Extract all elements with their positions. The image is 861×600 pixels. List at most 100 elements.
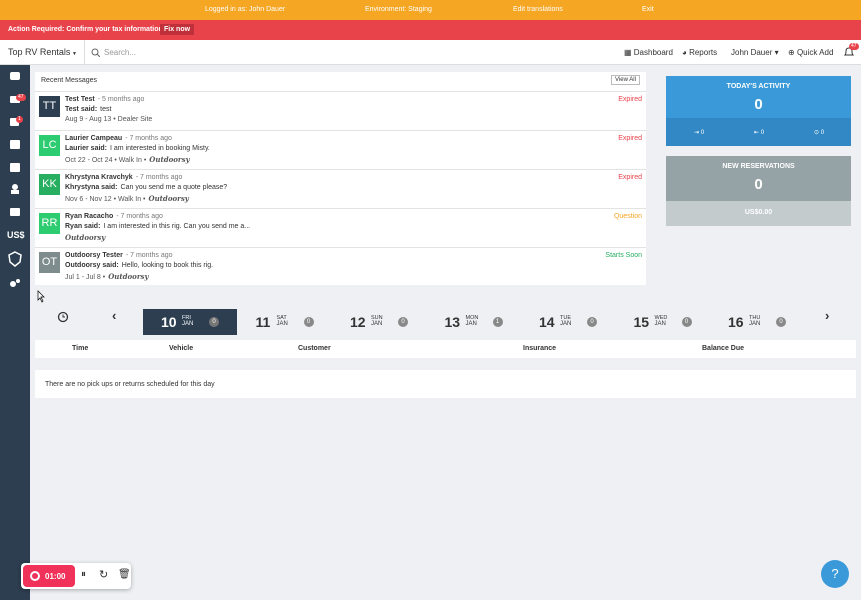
nav-bar: Top RV Rentals ▼ Search... ▦ Dashboard ◕… bbox=[0, 40, 861, 65]
exit[interactable]: Exit bbox=[642, 6, 654, 13]
message-row[interactable]: OT Outdoorsy Tester - 7 months ago Starts S… bbox=[35, 247, 646, 286]
message-row[interactable]: KK Khrystyna Kravchyk - 7 months ago Expire… bbox=[35, 169, 646, 208]
weekday: SUN bbox=[371, 315, 383, 321]
returns-count: 0 bbox=[760, 130, 765, 136]
day-tab[interactable]: 12 SUN JAN 0 bbox=[332, 309, 426, 335]
day-count: 0 bbox=[587, 317, 597, 327]
column-header: Insurance bbox=[523, 345, 557, 352]
currency[interactable]: US$ bbox=[7, 230, 25, 240]
message-text: Khrystyna said: Can you send me a quote p… bbox=[65, 184, 227, 191]
day-tab[interactable]: 11 SAT JAN 0 bbox=[238, 309, 332, 335]
user-menu[interactable]: John Dauer ▾ bbox=[731, 48, 779, 57]
returns[interactable]: ⇤ 0 bbox=[754, 130, 765, 136]
new-reservations: NEW RESERVATIONS 0 US$0.00 bbox=[666, 156, 851, 226]
day-number: 13 bbox=[444, 314, 461, 330]
message-text: Ryan said: I am interested in this rig. C… bbox=[65, 223, 250, 230]
said-label: Test said: bbox=[65, 106, 98, 113]
message-time: - 7 months ago bbox=[125, 252, 173, 259]
search-input[interactable]: Search... bbox=[104, 48, 137, 57]
today-activity: TODAY'S ACTIVITY 0 ⇥ 0 ⇤ 0 ⊙ 0 bbox=[666, 76, 851, 146]
message-time: - 7 months ago bbox=[125, 135, 172, 142]
message-text: Test said: test bbox=[65, 106, 111, 113]
next-day[interactable]: › bbox=[825, 308, 830, 323]
said-label: Outdoorsy said: bbox=[65, 262, 119, 269]
prev-day[interactable]: ‹ bbox=[112, 308, 117, 323]
said-label: Ryan said: bbox=[65, 223, 101, 230]
message-row[interactable]: RR Ryan Racacho - 7 months ago Question Ryan… bbox=[35, 208, 646, 247]
alert-bar: Action Required: Confirm your tax inform… bbox=[0, 20, 861, 40]
day-tab[interactable]: 14 TUE JAN 0 bbox=[521, 309, 615, 335]
top-bar: Logged in as: John Dauer Environment: St… bbox=[0, 0, 861, 20]
said-text: I am interested in this rig. Can you sen… bbox=[103, 223, 251, 230]
other[interactable]: ⊙ 0 bbox=[814, 130, 825, 136]
reports-label: Reports bbox=[689, 48, 718, 57]
day-tab[interactable]: 10 FRI JAN 0 bbox=[143, 309, 237, 335]
day-number: 11 bbox=[255, 314, 271, 330]
day-count: 1 bbox=[492, 317, 503, 327]
reports-link[interactable]: ◕ Reports bbox=[682, 48, 718, 57]
fix-now[interactable]: Fix now bbox=[160, 24, 195, 35]
message-header: Test Test - 5 months ago bbox=[65, 96, 144, 103]
message-header: Outdoorsy Tester - 7 months ago bbox=[65, 252, 173, 259]
day-tab[interactable]: 16 THU JAN 0 bbox=[710, 309, 804, 335]
booking-dates: Jul 1 - Jul 8 • bbox=[65, 274, 106, 281]
user-name: John Dauer bbox=[731, 48, 773, 57]
other-count: 0 bbox=[820, 130, 825, 136]
alert-message: Action Required: Confirm your tax inform… bbox=[8, 26, 163, 33]
search-icon bbox=[91, 48, 100, 57]
quick-add[interactable]: ⊕ Quick Add bbox=[788, 48, 834, 57]
weekday: THU bbox=[749, 315, 761, 321]
help-button[interactable]: ? bbox=[821, 560, 849, 588]
day-tab[interactable]: 13 MON JAN 1 bbox=[427, 309, 521, 335]
message-status: Expired bbox=[618, 96, 642, 103]
edit-translations[interactable]: Edit translations bbox=[513, 6, 563, 13]
restart[interactable]: ↻ bbox=[99, 569, 109, 581]
sender-name: Test Test bbox=[65, 96, 95, 103]
pickups[interactable]: ⇥ 0 bbox=[694, 130, 705, 136]
record-button[interactable]: 01:00 bbox=[23, 565, 75, 587]
logged-in: Logged in as: John Dauer bbox=[205, 6, 286, 13]
avatar: OT bbox=[39, 252, 60, 273]
message-row[interactable]: TT Test Test - 5 months ago Expired Test sai… bbox=[35, 91, 646, 130]
reservations-amount: US$0.00 bbox=[666, 201, 851, 226]
column-header: Vehicle bbox=[169, 345, 194, 352]
sender-name: Outdoorsy Tester bbox=[65, 252, 123, 259]
message-meta: Oct 22 - Oct 24 • Walk In • Outdoorsy bbox=[65, 155, 190, 164]
month: JAN bbox=[654, 321, 666, 327]
avatar: KK bbox=[39, 174, 60, 195]
message-text: Laurier said: I am interested in booking … bbox=[65, 145, 210, 152]
month: JAN bbox=[749, 321, 761, 327]
view-all[interactable]: View All bbox=[611, 75, 640, 85]
messages-panel: Recent Messages View All TT Test Test - 5 … bbox=[35, 72, 646, 285]
day-tab[interactable]: 15 WED JAN 0 bbox=[616, 309, 710, 335]
avatar: RR bbox=[39, 213, 60, 234]
avatar: LC bbox=[39, 135, 60, 156]
day-count: 0 bbox=[209, 317, 219, 327]
message-status: Expired bbox=[618, 174, 642, 181]
record-time: 01:00 bbox=[45, 572, 66, 581]
cursor bbox=[37, 290, 45, 303]
activity-count: 0 bbox=[754, 96, 763, 113]
clock-icon bbox=[57, 311, 69, 323]
avatar: TT bbox=[39, 96, 60, 117]
message-status: Question bbox=[613, 213, 642, 220]
message-meta: Aug 9 - Aug 13 • Dealer Site bbox=[65, 116, 155, 123]
message-meta: Nov 6 - Nov 12 • Walk In • Outdoorsy bbox=[65, 194, 189, 203]
weekday: FRI bbox=[182, 315, 191, 321]
weekday: MON bbox=[465, 315, 479, 321]
column-header: Time bbox=[72, 345, 89, 352]
company-select[interactable]: Top RV Rentals bbox=[8, 47, 71, 57]
pause[interactable]: ⏸ bbox=[81, 569, 86, 580]
message-text: Outdoorsy said: Hello, looking to book th… bbox=[65, 262, 213, 269]
message-row[interactable]: LC Laurier Campeau - 7 months ago Expired La… bbox=[35, 130, 646, 169]
dashboard-link[interactable]: ▦ Dashboard bbox=[624, 48, 673, 57]
said-label: Khrystyna said: bbox=[65, 184, 118, 191]
notification-badge: 47 bbox=[849, 43, 859, 50]
message-status: Expired bbox=[618, 135, 642, 142]
pickups-count: 0 bbox=[700, 130, 705, 136]
reservations-count: 0 bbox=[754, 176, 763, 193]
delete[interactable]: 🗑 bbox=[118, 569, 131, 580]
weekday: SAT bbox=[276, 315, 287, 321]
day-number: 16 bbox=[728, 314, 744, 330]
